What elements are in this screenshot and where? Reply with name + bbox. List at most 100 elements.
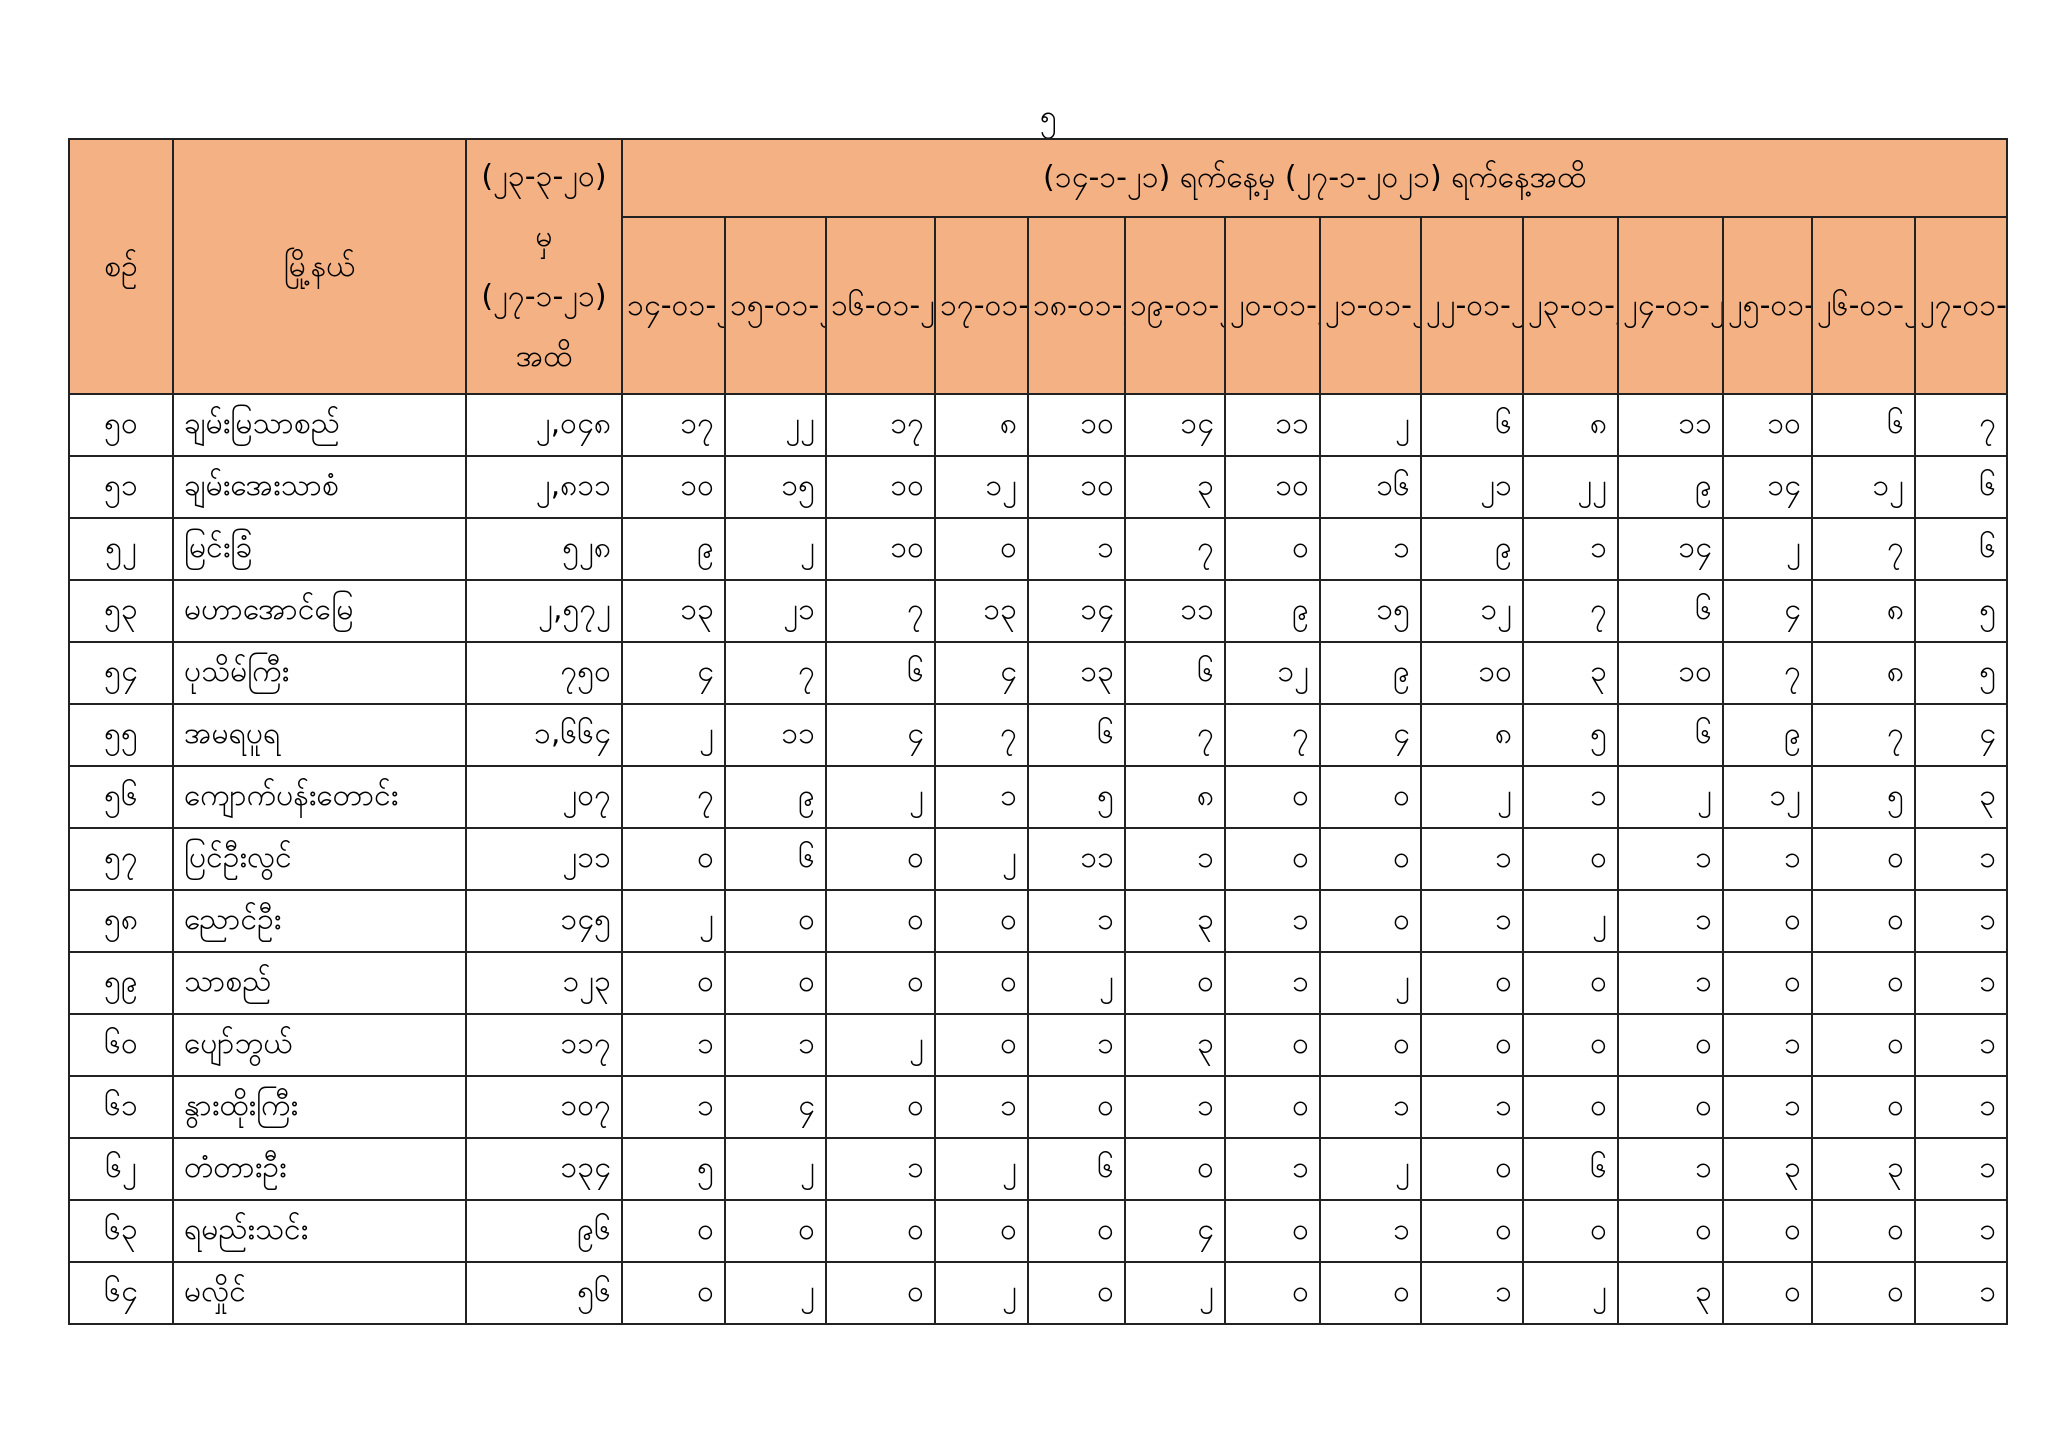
row-number: ၅၂ xyxy=(68,517,174,581)
daily-count: ၁၀ xyxy=(1027,455,1126,519)
daily-count: ၄ xyxy=(1124,1199,1226,1263)
daily-count: ၄ xyxy=(1722,579,1813,643)
daily-count: ၉ xyxy=(724,765,827,829)
daily-count: ၀ xyxy=(1811,1075,1916,1139)
daily-count: ၇ xyxy=(1124,703,1226,767)
daily-count: ၁၁ xyxy=(1617,393,1724,457)
daily-count: ၁၇ xyxy=(621,393,726,457)
daily-count: ၁ xyxy=(1124,1075,1226,1139)
daily-count: ၆ xyxy=(724,827,827,891)
daily-count: ၀ xyxy=(1420,1013,1524,1077)
daily-count: ၆ xyxy=(1027,703,1126,767)
daily-count: ၀ xyxy=(825,1261,936,1325)
daily-count: ၀ xyxy=(934,1199,1029,1263)
daily-count: ၂ xyxy=(1522,1261,1619,1325)
daily-count: ၁၂ xyxy=(934,455,1029,519)
row-number: ၅၀ xyxy=(68,393,174,457)
daily-count: ၁၀ xyxy=(621,455,726,519)
daily-count: ၁၂ xyxy=(1420,579,1524,643)
daily-count: ၀ xyxy=(1722,889,1813,953)
daily-count: ၀ xyxy=(724,1199,827,1263)
daily-count: ၂ xyxy=(1420,765,1524,829)
daily-count: ၂ xyxy=(1319,951,1422,1015)
daily-count: ၁ xyxy=(1124,827,1226,891)
daily-count: ၂ xyxy=(1319,1137,1422,1201)
cumulative-total: ၅၂၈ xyxy=(465,517,623,581)
daily-count: ၁၃ xyxy=(934,579,1029,643)
header-township: မြို့နယ် xyxy=(172,138,467,395)
daily-count: ၁၄ xyxy=(1722,455,1813,519)
row-number: ၅၈ xyxy=(68,889,174,953)
daily-count: ၁ xyxy=(1027,889,1126,953)
daily-count: ၂ xyxy=(1319,393,1422,457)
daily-count: ၁ xyxy=(1224,1137,1321,1201)
header-date: ၂၆-၀၁-၂၁ xyxy=(1811,216,1916,395)
header-date: ၂၀-၀၁-၂၁ xyxy=(1224,216,1321,395)
daily-count: ၁၁ xyxy=(1027,827,1126,891)
daily-count: ၉ xyxy=(1420,517,1524,581)
daily-count: ၇ xyxy=(1224,703,1321,767)
row-number: ၅၅ xyxy=(68,703,174,767)
cumulative-total: ၁၄၅ xyxy=(465,889,623,953)
cumulative-total: ၂,၀၄၈ xyxy=(465,393,623,457)
daily-count: ၂၁ xyxy=(724,579,827,643)
daily-count: ၅ xyxy=(1913,641,2009,705)
daily-count: ၈ xyxy=(1124,765,1226,829)
township-name: ချမ်းမြသာစည် xyxy=(172,393,467,457)
township-name: မဟာအောင်မြေ xyxy=(172,579,467,643)
daily-count: ၃ xyxy=(1913,765,2009,829)
daily-count: ၅ xyxy=(1811,765,1916,829)
daily-count: ၂ xyxy=(1522,889,1619,953)
row-number: ၆၄ xyxy=(68,1261,174,1325)
daily-count: ၆ xyxy=(1522,1137,1619,1201)
daily-count: ၁ xyxy=(1522,517,1619,581)
daily-count: ၅ xyxy=(1913,579,2009,643)
daily-count: ၁၂ xyxy=(1722,765,1813,829)
daily-count: ၁၄ xyxy=(1124,393,1226,457)
daily-count: ၄ xyxy=(621,641,726,705)
daily-count: ၁၅ xyxy=(724,455,827,519)
daily-count: ၁၇ xyxy=(825,393,936,457)
header-date: ၂၇-၀၁-၂၁ xyxy=(1913,216,2009,395)
daily-count: ၀ xyxy=(1319,765,1422,829)
daily-count: ၁ xyxy=(1913,1199,2009,1263)
table-row: ၆၁ နွားထိုးကြီး ၁၀၇၁၄၀၁၀၁၀၁၁၀၀၁၀၁ xyxy=(68,1075,2009,1139)
daily-count: ၁ xyxy=(934,1075,1029,1139)
table-row: ၅၉ သာစည် ၁၂၃၀၀၀၀၂၀၁၂၀၀၁၀၀၁ xyxy=(68,951,2009,1015)
township-name: ပုသိမ်ကြီး xyxy=(172,641,467,705)
daily-count: ၁ xyxy=(1522,765,1619,829)
row-number: ၆၀ xyxy=(68,1013,174,1077)
cumulative-total: ၅၆ xyxy=(465,1261,623,1325)
daily-count: ၀ xyxy=(1811,951,1916,1015)
daily-count: ၁၅ xyxy=(1319,579,1422,643)
daily-count: ၆ xyxy=(1913,455,2009,519)
daily-count: ၇ xyxy=(724,641,827,705)
daily-count: ၀ xyxy=(825,1075,936,1139)
daily-count: ၂ xyxy=(621,889,726,953)
daily-count: ၀ xyxy=(724,889,827,953)
daily-count: ၀ xyxy=(1522,1199,1619,1263)
daily-count: ၂၁ xyxy=(1420,455,1524,519)
daily-count: ၀ xyxy=(1224,827,1321,891)
daily-count: ၁၀ xyxy=(825,517,936,581)
daily-count: ၀ xyxy=(1420,1137,1524,1201)
row-number: ၅၇ xyxy=(68,827,174,891)
daily-count: ၁၀ xyxy=(825,455,936,519)
daily-count: ၀ xyxy=(1124,1137,1226,1201)
daily-count: ၂ xyxy=(621,703,726,767)
cumulative-total: ၁၃၄ xyxy=(465,1137,623,1201)
daily-count: ၇ xyxy=(1722,641,1813,705)
header-period: (၁၄-၁-၂၁) ရက်နေ့မှ (၂၇-၁-၂၀၂၁) ရက်နေ့အထိ xyxy=(620,138,2009,218)
daily-count: ၀ xyxy=(1224,1013,1321,1077)
daily-count: ၂ xyxy=(1722,517,1813,581)
daily-count: ၁ xyxy=(1913,1075,2009,1139)
daily-count: ၀ xyxy=(1811,1261,1916,1325)
daily-count: ၀ xyxy=(1617,1013,1724,1077)
daily-count: ၃ xyxy=(1124,889,1226,953)
daily-count: ၀ xyxy=(1722,1261,1813,1325)
table-row: ၅၆ ကျောက်ပန်းတောင်း ၂၀၇၇၉၂၁၅၈၀၀၂၁၂၁၂၅၃ xyxy=(68,765,2009,829)
daily-count: ၀ xyxy=(1224,765,1321,829)
township-name: ပြင်ဦးလွင် xyxy=(172,827,467,891)
daily-count: ၀ xyxy=(825,889,936,953)
daily-count: ၂ xyxy=(934,1261,1029,1325)
